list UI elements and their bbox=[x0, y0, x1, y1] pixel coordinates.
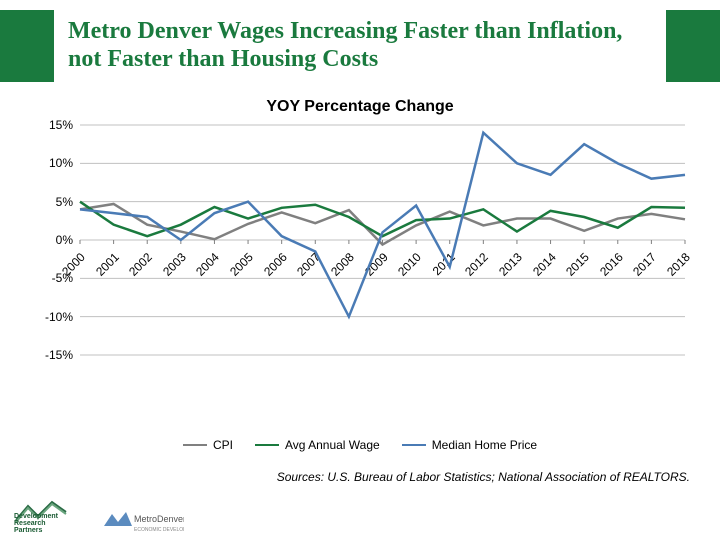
footer-logos: DevelopmentResearchPartners MetroDenver … bbox=[14, 498, 184, 534]
chart-plot: 15%10%5%0%-5%-10%-15%2000200120022003200… bbox=[25, 120, 695, 410]
title-box: Metro Denver Wages Increasing Faster tha… bbox=[54, 10, 666, 82]
slide-title: Metro Denver Wages Increasing Faster tha… bbox=[68, 18, 652, 73]
svg-text:ECONOMIC DEVELOPMENT: ECONOMIC DEVELOPMENT bbox=[134, 527, 184, 533]
legend-item: CPI bbox=[183, 438, 233, 452]
chart-legend: CPI Avg Annual Wage Median Home Price bbox=[25, 432, 695, 452]
legend-swatch bbox=[183, 444, 207, 447]
drp-logo-text: DevelopmentResearchPartners bbox=[14, 513, 58, 534]
legend-label: Avg Annual Wage bbox=[285, 438, 380, 452]
drp-logo: DevelopmentResearchPartners bbox=[14, 498, 88, 534]
legend-label: Median Home Price bbox=[432, 438, 537, 452]
sources-text: Sources: U.S. Bureau of Labor Statistics… bbox=[277, 470, 690, 484]
legend-item: Median Home Price bbox=[402, 438, 537, 452]
svg-text:MetroDenver: MetroDenver bbox=[134, 514, 184, 524]
metrodenver-logo: MetroDenver ECONOMIC DEVELOPMENT bbox=[102, 508, 184, 534]
series-line bbox=[80, 204, 685, 245]
legend-swatch bbox=[402, 444, 426, 447]
legend-label: CPI bbox=[213, 438, 233, 452]
legend-swatch bbox=[255, 444, 279, 447]
series-line bbox=[80, 133, 685, 317]
chart-title: YOY Percentage Change bbox=[25, 92, 695, 120]
chart: YOY Percentage Change 15%10%5%0%-5%-10%-… bbox=[25, 92, 695, 452]
chart-svg bbox=[25, 120, 695, 410]
legend-item: Avg Annual Wage bbox=[255, 438, 380, 452]
